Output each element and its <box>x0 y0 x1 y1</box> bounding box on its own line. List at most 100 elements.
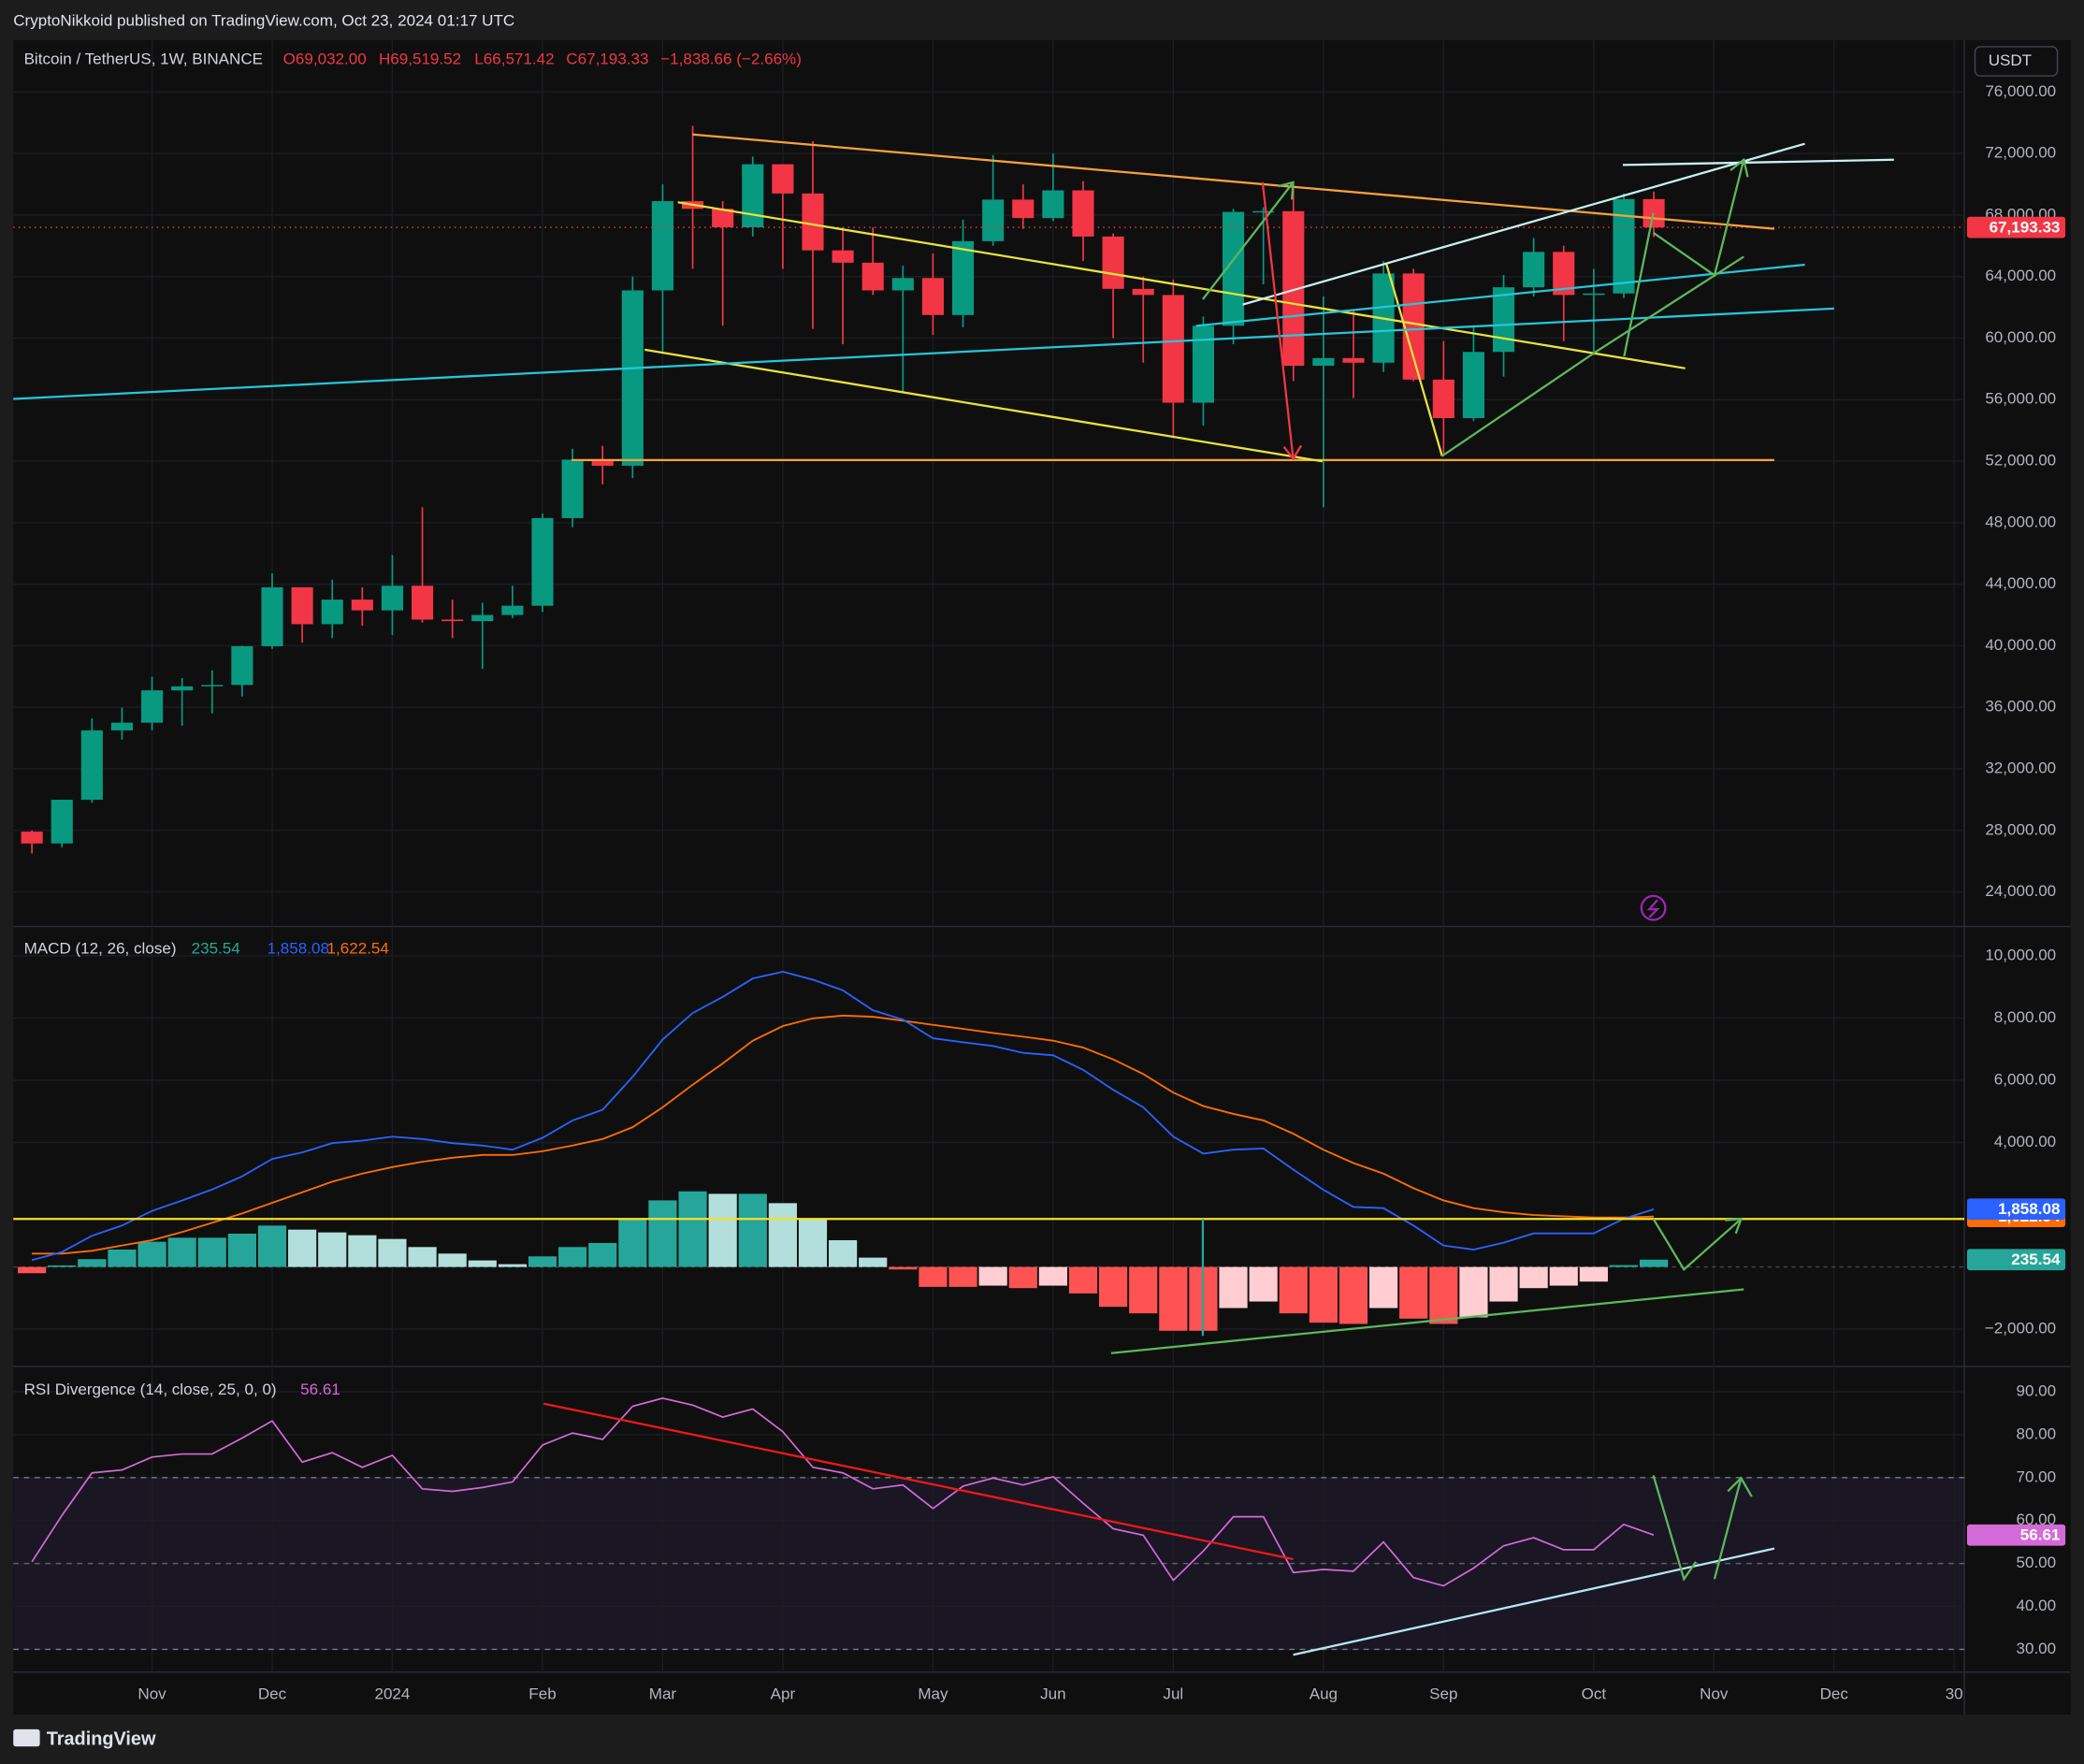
rsi-legend-value: 56.61 <box>300 1381 340 1398</box>
histogram-bar <box>1339 1266 1368 1324</box>
arrow <box>1202 181 1295 300</box>
histogram-bar <box>1099 1266 1128 1308</box>
arrow <box>1623 212 1655 357</box>
x-tick-label: Nov <box>1700 1684 1729 1702</box>
histogram-bar <box>1129 1266 1158 1314</box>
histogram-bar <box>1459 1266 1488 1318</box>
x-tick-label: Feb <box>528 1684 556 1702</box>
y-tick-label: 40.00 <box>2016 1597 2056 1614</box>
y-tick-label: 52,000.00 <box>1985 452 2056 470</box>
candle-body <box>501 605 524 615</box>
header-text: CryptoNikkoid published on TradingView.c… <box>13 11 514 29</box>
x-tick-label: 2024 <box>374 1684 410 1702</box>
trend-line <box>644 348 1323 463</box>
candle-body <box>1222 211 1245 326</box>
trend-line <box>1110 1288 1744 1354</box>
trend-line <box>1384 263 1443 456</box>
x-tick-label: Oct <box>1582 1684 1607 1702</box>
candle-body <box>982 199 1005 241</box>
macd-tag-box <box>1966 1198 2066 1221</box>
candle-body <box>1162 295 1184 403</box>
macd-legend-value: 1,622.54 <box>327 939 389 957</box>
histogram-bar <box>1008 1266 1037 1289</box>
histogram-bar <box>1640 1259 1669 1267</box>
candle-body <box>531 517 554 606</box>
currency-box[interactable] <box>1974 46 2059 77</box>
candle-body <box>802 193 824 251</box>
event-icon[interactable] <box>1640 894 1667 921</box>
arrow <box>1261 181 1295 459</box>
y-tick-label: 30.00 <box>2016 1640 2056 1657</box>
y-tick-label: 48,000.00 <box>1985 513 2056 530</box>
candle-body <box>141 690 164 723</box>
histogram-bar <box>648 1200 677 1267</box>
y-tick-label: 80.00 <box>2016 1424 2056 1442</box>
plot-background <box>13 39 2071 1715</box>
candle-body <box>1312 357 1335 367</box>
x-tick-label: Mar <box>649 1684 677 1702</box>
histogram-bar <box>678 1191 707 1267</box>
annotations <box>13 133 1965 1656</box>
histogram-bar <box>1519 1266 1548 1289</box>
candle-body <box>381 586 404 611</box>
candle-body <box>201 685 224 687</box>
trend-line <box>692 133 1775 230</box>
histogram-bar <box>48 1265 77 1267</box>
y-tick-label: 50.00 <box>2016 1554 2056 1571</box>
candle-body <box>1432 379 1454 418</box>
candle-body <box>1012 199 1035 219</box>
trend-line <box>1622 158 1894 166</box>
candle-body <box>321 600 343 625</box>
trend-line <box>1195 263 1805 327</box>
y-tick-label: 60.00 <box>2016 1511 2056 1528</box>
histogram-bar <box>1279 1266 1308 1314</box>
macd-title: MACD (12, 26, close) <box>24 939 177 957</box>
candle-body <box>261 586 283 646</box>
histogram-bar <box>257 1225 287 1267</box>
currency-label[interactable]: USDT <box>1989 51 2033 69</box>
trend-line <box>677 201 1686 369</box>
x-tick-label: Jul <box>1163 1684 1183 1702</box>
arrow <box>1652 159 1745 278</box>
candle-body <box>411 586 434 620</box>
histogram-bar <box>738 1193 767 1267</box>
candle-body <box>1492 287 1515 353</box>
histogram-bar <box>1159 1266 1188 1331</box>
histogram-bar <box>167 1237 196 1267</box>
ohlc-label: L66,571.42 <box>474 51 554 68</box>
rsi-tag-box <box>1966 1524 2066 1546</box>
histogram-bar <box>1489 1266 1518 1302</box>
candle-body <box>561 459 584 518</box>
x-tick-label: Nov <box>137 1684 166 1702</box>
histogram-bar <box>859 1257 888 1267</box>
candle-body <box>171 686 194 691</box>
change-label: −1,838.66 (−2.66%) <box>660 51 802 68</box>
trend-line <box>543 1402 1294 1561</box>
candle-body <box>51 800 73 844</box>
histogram-bar <box>528 1256 557 1267</box>
x-tick-label: Aug <box>1310 1684 1338 1702</box>
histogram-bar <box>468 1260 497 1267</box>
x-tick-label: Apr <box>771 1684 796 1702</box>
candle-body <box>351 600 373 611</box>
histogram-bar <box>829 1239 858 1267</box>
candle-body <box>441 619 464 622</box>
ohlc-label: C67,193.33 <box>566 51 648 68</box>
histogram-bar <box>438 1253 467 1267</box>
y-tick-label: 56,000.00 <box>1985 390 2056 408</box>
histogram-bar <box>197 1237 226 1267</box>
y-tick-label: 6,000.00 <box>1994 1070 2056 1088</box>
candle-body <box>1583 293 1605 296</box>
candle-body <box>621 290 644 466</box>
histogram-bar <box>919 1266 948 1287</box>
last-price-tag-box <box>1966 216 2066 239</box>
arrow-head <box>1278 181 1295 200</box>
y-tick-label: 32,000.00 <box>1985 759 2056 777</box>
y-tick-label: 40,000.00 <box>1985 636 2056 654</box>
histogram-bar <box>78 1259 107 1267</box>
histogram-bar <box>1609 1265 1639 1267</box>
arrow <box>1652 1475 1698 1582</box>
y-tick-label: 10,000.00 <box>1985 946 2056 963</box>
